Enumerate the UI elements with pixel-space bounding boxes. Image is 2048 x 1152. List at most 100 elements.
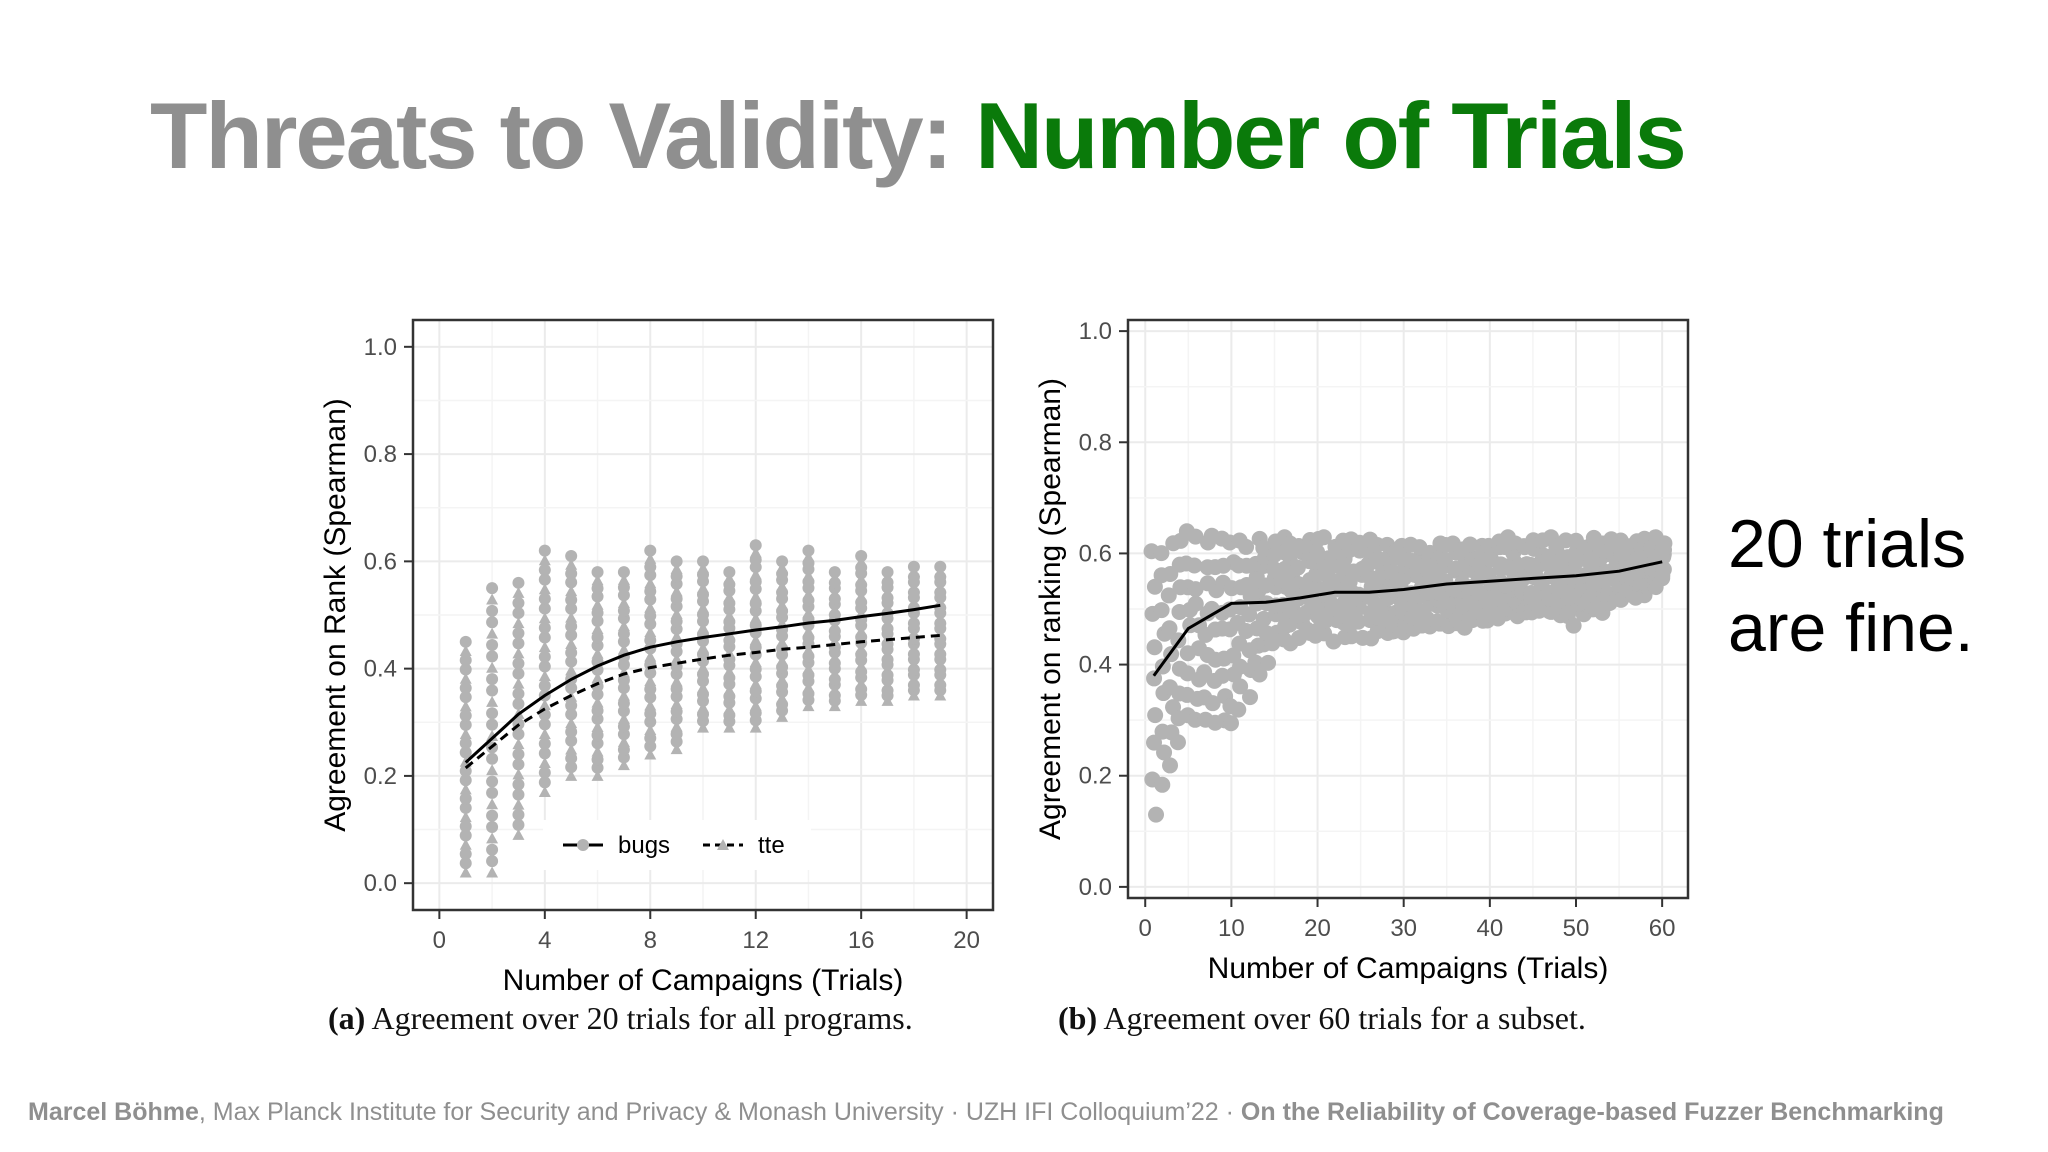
caption-b: (b) Agreement over 60 trials for a subse… bbox=[1058, 1000, 1586, 1037]
data-point bbox=[565, 558, 578, 570]
data-point bbox=[644, 675, 657, 687]
data-point bbox=[459, 746, 472, 759]
x-tick-label: 12 bbox=[742, 927, 769, 954]
data-point bbox=[670, 743, 683, 755]
data-point bbox=[538, 699, 551, 711]
data-point bbox=[486, 832, 499, 844]
data-point bbox=[670, 652, 683, 664]
data-point bbox=[617, 736, 630, 748]
data-point bbox=[459, 728, 472, 740]
data-point bbox=[1360, 567, 1377, 584]
data-point bbox=[723, 566, 736, 579]
data-point bbox=[1462, 536, 1479, 553]
data-point bbox=[538, 563, 551, 576]
data-point bbox=[1146, 670, 1163, 687]
data-point bbox=[1204, 695, 1221, 712]
data-point bbox=[459, 672, 472, 684]
data-point bbox=[565, 769, 578, 781]
data-point bbox=[486, 707, 499, 720]
data-point bbox=[512, 728, 525, 741]
y-tick-label: 0.0 bbox=[364, 870, 397, 897]
data-point bbox=[697, 555, 709, 568]
y-axis-label: Agreement on Rank (Spearman) bbox=[319, 398, 352, 832]
plot-border bbox=[411, 318, 995, 912]
data-point bbox=[565, 576, 578, 589]
data-point bbox=[749, 699, 762, 711]
data-point bbox=[907, 560, 920, 573]
data-point bbox=[670, 675, 683, 687]
data-point bbox=[512, 667, 525, 680]
y-tick-label: 0.2 bbox=[1079, 763, 1112, 790]
data-point bbox=[459, 783, 472, 795]
data-point bbox=[512, 657, 525, 670]
data-point bbox=[591, 631, 604, 644]
data-point bbox=[749, 677, 762, 689]
data-point bbox=[565, 708, 578, 721]
data-point bbox=[749, 721, 762, 733]
x-tick-label: 20 bbox=[1304, 915, 1331, 942]
data-point bbox=[1160, 587, 1177, 604]
data-point bbox=[512, 586, 525, 598]
data-point bbox=[644, 699, 657, 711]
x-tick-label: 0 bbox=[433, 927, 446, 954]
data-point bbox=[538, 631, 551, 644]
data-point bbox=[486, 593, 499, 605]
y-tick-label: 0.2 bbox=[364, 763, 397, 790]
data-point bbox=[459, 838, 472, 850]
data-point bbox=[459, 654, 472, 667]
y-tick-label: 0.4 bbox=[1079, 652, 1112, 679]
data-point bbox=[697, 641, 709, 653]
chart-b: 0 10 20 30 40 50 60 0.0 0.2 0.4 0.6 0.8 1.0 Number of… bbox=[1034, 318, 1690, 985]
data-point bbox=[1186, 557, 1203, 574]
y-tick-label: 1.0 bbox=[1079, 318, 1112, 345]
data-point bbox=[512, 828, 525, 840]
data-point bbox=[538, 641, 551, 653]
data-point bbox=[486, 798, 499, 810]
data-point bbox=[486, 627, 499, 639]
data-point bbox=[512, 758, 525, 771]
data-point bbox=[1247, 654, 1264, 671]
data-point bbox=[670, 607, 683, 619]
data-point bbox=[538, 747, 551, 760]
data-point bbox=[459, 857, 472, 870]
data-point bbox=[644, 650, 657, 662]
data-point bbox=[565, 593, 578, 606]
data-point bbox=[1255, 610, 1272, 627]
data-point bbox=[670, 630, 683, 642]
data-point bbox=[486, 809, 499, 822]
data-point bbox=[749, 539, 762, 552]
callout-line-1: 20 trials bbox=[1728, 506, 1967, 582]
data-point bbox=[1153, 602, 1170, 619]
x-tick-label: 4 bbox=[538, 927, 551, 954]
data-point bbox=[1156, 744, 1173, 761]
footer-talk-title: On the Reliability of Coverage-based Fuz… bbox=[1240, 1098, 1944, 1126]
x-tick-label: 0 bbox=[1139, 915, 1152, 942]
data-point bbox=[617, 643, 630, 655]
data-point bbox=[617, 689, 630, 701]
legend-marker-bugs bbox=[577, 839, 589, 851]
x-tick-label: 20 bbox=[953, 927, 980, 954]
data-point bbox=[644, 601, 657, 613]
data-point bbox=[591, 582, 604, 595]
data-point bbox=[1251, 666, 1268, 683]
data-point bbox=[1146, 734, 1163, 751]
data-point bbox=[565, 699, 578, 712]
data-point bbox=[486, 639, 499, 652]
data-point bbox=[1187, 528, 1204, 545]
data-point bbox=[486, 661, 499, 673]
data-point bbox=[512, 637, 525, 650]
data-point bbox=[644, 585, 657, 598]
data-point bbox=[670, 720, 683, 732]
data-point bbox=[644, 683, 657, 696]
data-point bbox=[512, 627, 525, 640]
x-tick-label: 60 bbox=[1649, 915, 1676, 942]
data-point bbox=[1655, 560, 1672, 577]
data-point bbox=[644, 748, 657, 760]
data-point bbox=[512, 818, 525, 831]
data-point bbox=[486, 684, 499, 697]
data-point bbox=[538, 650, 551, 663]
y-tick-label: 0.6 bbox=[1079, 540, 1112, 567]
data-point bbox=[538, 592, 551, 605]
x-tick-label: 50 bbox=[1563, 915, 1590, 942]
data-point bbox=[565, 664, 578, 676]
